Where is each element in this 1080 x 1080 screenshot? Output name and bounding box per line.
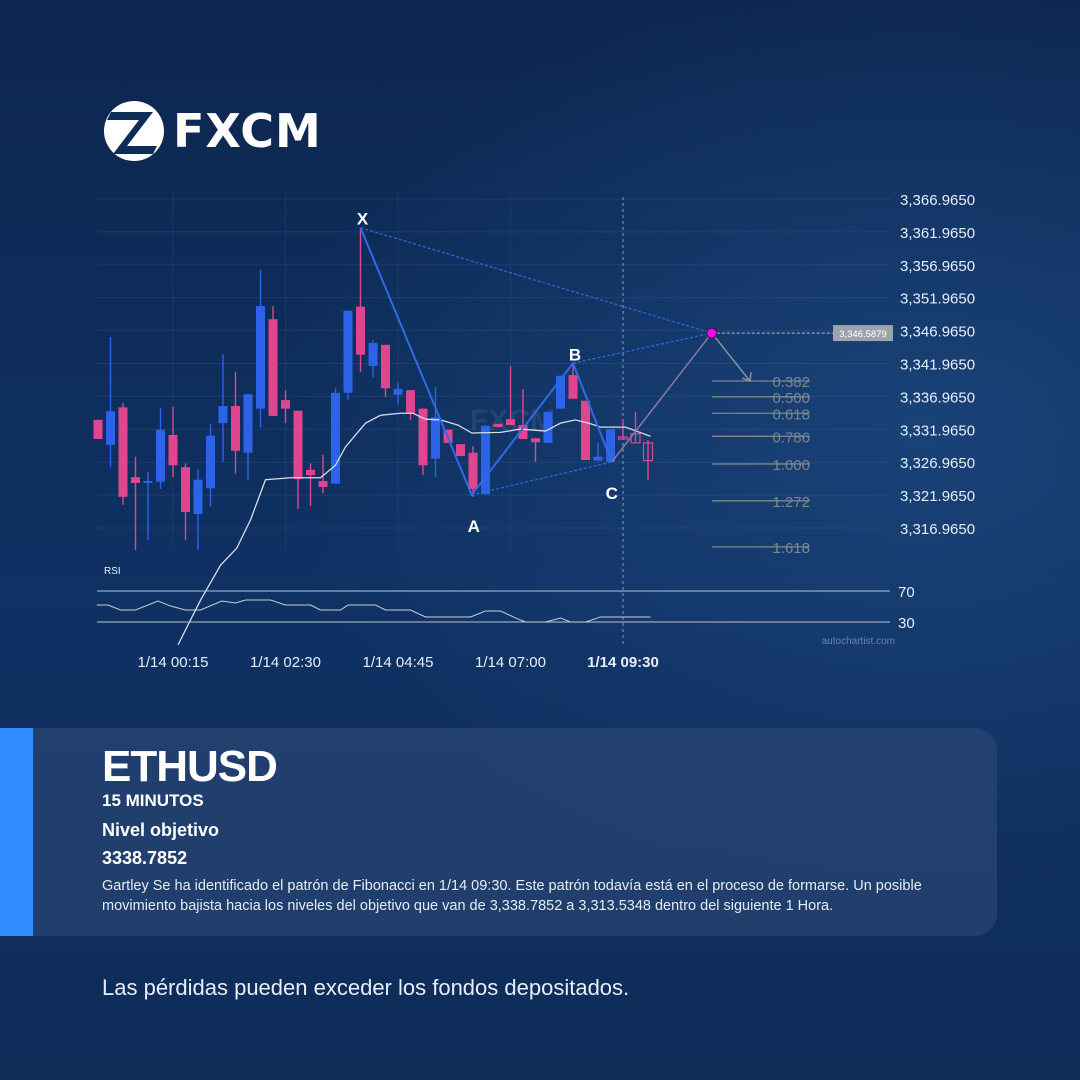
bearish-candle (268, 319, 278, 416)
pattern-point-label: C (606, 484, 618, 503)
price-tick-label: 3,336.9650 (900, 389, 975, 406)
pattern-point-label: X (357, 210, 369, 229)
rsi-level-label: 70 (898, 584, 915, 601)
bearish-candle (168, 434, 178, 466)
bearish-candle (493, 423, 503, 428)
rsi-label: RSI (104, 566, 121, 577)
price-chart: 3,366.9650 3,361.9650 3,356.9650 3,351.9650… (93, 190, 975, 671)
bearish-candle (131, 477, 140, 484)
bullish-candle (143, 481, 153, 484)
bearish-candle (617, 436, 629, 440)
price-tick-label: 3,356.9650 (900, 258, 975, 275)
bullish-candle (481, 425, 490, 495)
bullish-candle (343, 310, 353, 393)
bearish-candle (381, 344, 390, 389)
time-tick-label: 1/14 09:30 (587, 654, 659, 671)
price-tick-label: 3,361.9650 (900, 225, 975, 242)
projection-line-c-d (611, 332, 713, 463)
bearish-candle (318, 481, 328, 487)
fxcm-logo: FXCM (103, 98, 322, 164)
time-tick-label: 1/14 02:30 (250, 654, 321, 671)
pattern-projection-line (360, 227, 712, 334)
bearish-candle (293, 410, 303, 480)
bullish-candle (606, 429, 615, 462)
target-value: 3338.7852 (102, 848, 188, 868)
fib-level-label: 1.272 (772, 494, 810, 511)
bullish-candle (331, 392, 340, 484)
bullish-candle (543, 411, 553, 443)
brand-name: FXCM (173, 104, 322, 158)
timeframe: 15 MINUTOS (102, 791, 204, 810)
fib-level-label: 1.618 (772, 540, 810, 557)
pattern-projection-line (572, 332, 712, 364)
risk-disclaimer: Las pérdidas pueden exceder los fondos d… (102, 975, 630, 1000)
fib-level-label: 0.500 (772, 390, 810, 407)
bullish-candle (368, 342, 378, 366)
bearish-candle (281, 400, 290, 409)
fib-level-label: 0.618 (772, 406, 810, 423)
fib-level-label: 0.786 (772, 429, 810, 446)
pattern-zigzag (359, 227, 613, 497)
signal-card: ETHUSD 15 MINUTOS Nivel objetivo 3338.78… (0, 728, 997, 936)
target-point-dot (706, 327, 718, 339)
bearish-candle (581, 400, 590, 460)
rsi-line (96, 599, 651, 623)
time-tick-label: 1/14 04:45 (363, 654, 434, 671)
bullish-candle (218, 406, 228, 424)
bullish-candle (206, 435, 215, 489)
bearish-candle (418, 408, 428, 466)
target-price-label: 3,346.5879 (839, 329, 887, 340)
fib-level-label: 0.382 (772, 374, 810, 391)
price-tick-label: 3,326.9650 (900, 455, 975, 472)
bearish-candle (118, 407, 128, 497)
pattern-projection-line (471, 461, 612, 496)
pattern-description: Gartley Se ha identificado el patrón de … (102, 878, 922, 914)
target-label: Nivel objetivo (102, 820, 220, 840)
bullish-candle (556, 375, 565, 409)
bearish-candle (518, 425, 528, 439)
pattern-point-label: B (569, 345, 581, 364)
time-tick-label: 1/14 00:15 (138, 654, 209, 671)
bearish-candle (568, 375, 578, 399)
bullish-candle (393, 388, 403, 395)
bearish-candle (506, 419, 515, 426)
bearish-candle (531, 438, 540, 443)
pattern-point-label: A (468, 517, 480, 536)
price-tick-label: 3,366.9650 (900, 192, 975, 209)
price-tick-label: 3,321.9650 (900, 488, 975, 505)
price-tick-label: 3,316.9650 (900, 521, 975, 538)
bearish-candle (468, 452, 478, 489)
bearish-candle (456, 444, 465, 457)
forecast-arrow (711, 332, 751, 382)
bearish-candle (181, 467, 190, 512)
bearish-candle (642, 442, 654, 462)
target-price-badge (833, 325, 893, 342)
bullish-candle (431, 417, 440, 459)
bullish-candle (156, 429, 165, 482)
price-tick-label: 3,331.9650 (900, 422, 975, 439)
bullish-candle (593, 456, 603, 461)
rsi-level-label: 30 (898, 615, 915, 632)
price-tick-label: 3,341.9650 (900, 357, 975, 374)
fxcm-logo-icon (104, 101, 164, 161)
bearish-candle (231, 406, 240, 451)
price-tick-label: 3,346.9650 (900, 324, 975, 341)
bullish-candle (106, 411, 115, 445)
moving-average-line (177, 412, 651, 646)
bullish-candle (243, 394, 253, 453)
bullish-candle (256, 306, 265, 409)
fib-level-label: 1.000 (772, 457, 810, 474)
watermark-text: autochartist.com (822, 636, 895, 647)
card-accent-bar (0, 728, 33, 936)
symbol: ETHUSD (102, 742, 278, 791)
bearish-candle (306, 469, 315, 476)
time-tick-label: 1/14 07:00 (475, 654, 546, 671)
bearish-candle (406, 390, 415, 414)
bearish-candle (356, 306, 365, 355)
price-tick-label: 3,351.9650 (900, 291, 975, 308)
bearish-candle (93, 419, 103, 439)
bullish-candle (193, 479, 203, 514)
